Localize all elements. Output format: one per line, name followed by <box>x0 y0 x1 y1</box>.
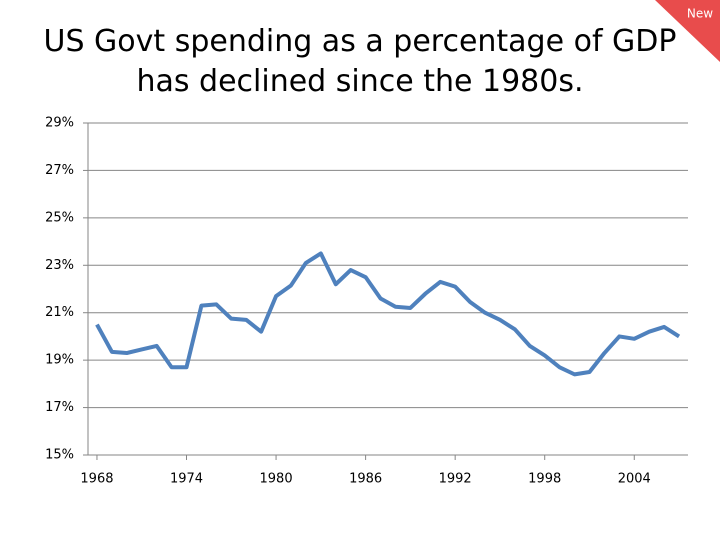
y-tick-label: 29% <box>45 116 74 131</box>
data-line <box>95 251 681 377</box>
x-tick-label: 1998 <box>528 472 561 487</box>
badge: New <box>687 7 713 21</box>
badge-corner <box>655 0 720 62</box>
y-tick-label: 17% <box>45 400 74 415</box>
y-tick-label: 27% <box>45 163 74 178</box>
y-tick-label: 19% <box>45 353 74 368</box>
y-tick-label: 23% <box>45 258 74 273</box>
y-tick-label: 25% <box>45 210 74 225</box>
x-tick-label: 1968 <box>80 472 113 487</box>
x-tick-label: 2004 <box>618 472 651 487</box>
x-tick-label: 1974 <box>170 472 203 487</box>
x-tick-label: 1986 <box>349 472 382 487</box>
x-tick-label: 1992 <box>439 472 472 487</box>
chart-title: US Govt spending as a percentage of GDP … <box>43 24 677 99</box>
y-tick-label: 15% <box>45 448 74 463</box>
y-tick-label: 21% <box>45 305 74 320</box>
x-tick-label: 1980 <box>260 472 293 487</box>
